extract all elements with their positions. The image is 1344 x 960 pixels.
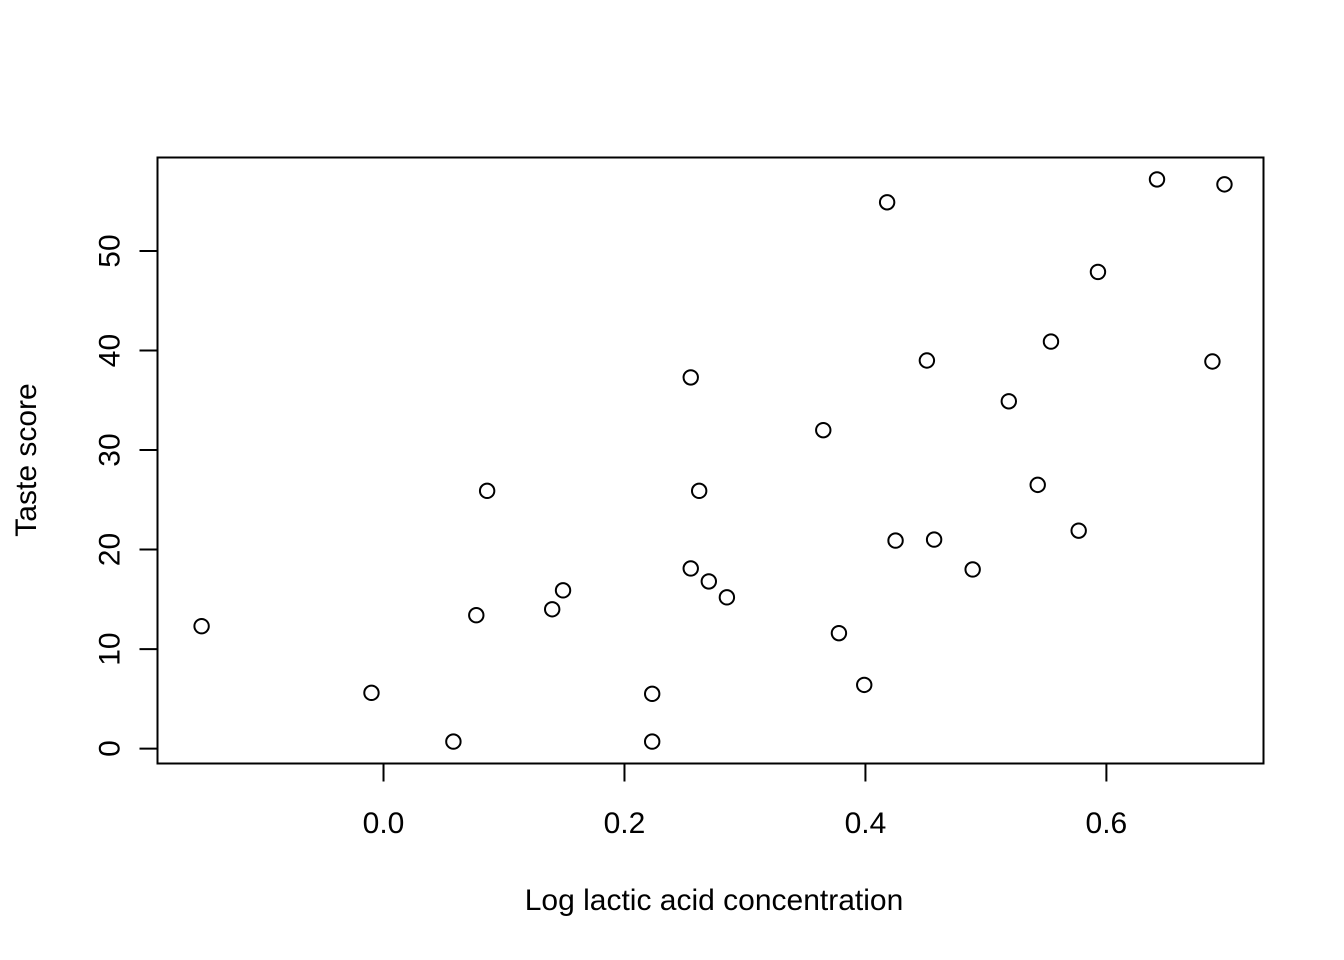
data-point xyxy=(445,733,462,750)
y-tick-label: 30 xyxy=(94,433,127,466)
data-point xyxy=(1148,171,1166,188)
y-axis-label: Taste score xyxy=(10,383,43,536)
data-point xyxy=(363,684,380,702)
data-point xyxy=(543,601,561,618)
y-tick-label: 40 xyxy=(94,334,127,367)
x-tick-label: 0.6 xyxy=(1086,807,1128,840)
y-axis: 0 10 20 30 40 50 xyxy=(94,234,159,757)
data-point xyxy=(643,685,661,703)
data-point xyxy=(554,582,572,599)
x-tick-label: 0.2 xyxy=(604,807,646,840)
data-point xyxy=(193,617,210,635)
data-point xyxy=(718,589,736,606)
data-points xyxy=(193,171,1233,750)
x-tick-label: 0.0 xyxy=(363,807,405,840)
data-point xyxy=(1216,176,1233,193)
data-point xyxy=(682,369,699,386)
data-point xyxy=(1089,263,1107,281)
data-point xyxy=(815,421,832,439)
data-point xyxy=(1204,353,1221,370)
data-point xyxy=(856,676,873,694)
x-tick-label: 0.4 xyxy=(845,807,887,840)
data-point xyxy=(682,560,699,577)
data-point xyxy=(964,561,981,578)
x-axis-label: Log lactic acid concentration xyxy=(525,884,904,917)
data-point xyxy=(643,733,661,750)
plot-frame xyxy=(156,156,1265,765)
y-tick-label: 20 xyxy=(94,533,127,566)
y-tick-label: 50 xyxy=(94,234,127,267)
data-point xyxy=(887,532,904,549)
y-tick-label: 10 xyxy=(94,632,127,665)
data-point xyxy=(830,624,848,642)
data-point xyxy=(690,482,708,500)
data-point xyxy=(478,482,496,500)
data-point xyxy=(1000,393,1018,410)
data-point xyxy=(700,573,718,590)
data-point xyxy=(468,607,485,624)
y-tick-label: 0 xyxy=(94,740,127,757)
data-point xyxy=(1029,476,1046,494)
data-point xyxy=(1042,333,1060,350)
data-point xyxy=(918,352,936,369)
data-point xyxy=(925,531,943,548)
data-point xyxy=(1070,522,1087,539)
x-axis: 0.0 0.2 0.4 0.6 xyxy=(363,762,1128,840)
data-point xyxy=(878,194,896,211)
